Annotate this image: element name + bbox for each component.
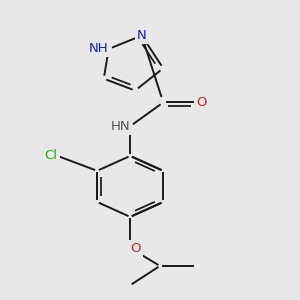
Text: HN: HN	[111, 120, 130, 133]
Text: O: O	[130, 242, 141, 255]
Text: N: N	[137, 29, 147, 42]
Text: O: O	[196, 96, 207, 109]
Text: NH: NH	[89, 42, 109, 56]
Text: Cl: Cl	[44, 149, 58, 162]
